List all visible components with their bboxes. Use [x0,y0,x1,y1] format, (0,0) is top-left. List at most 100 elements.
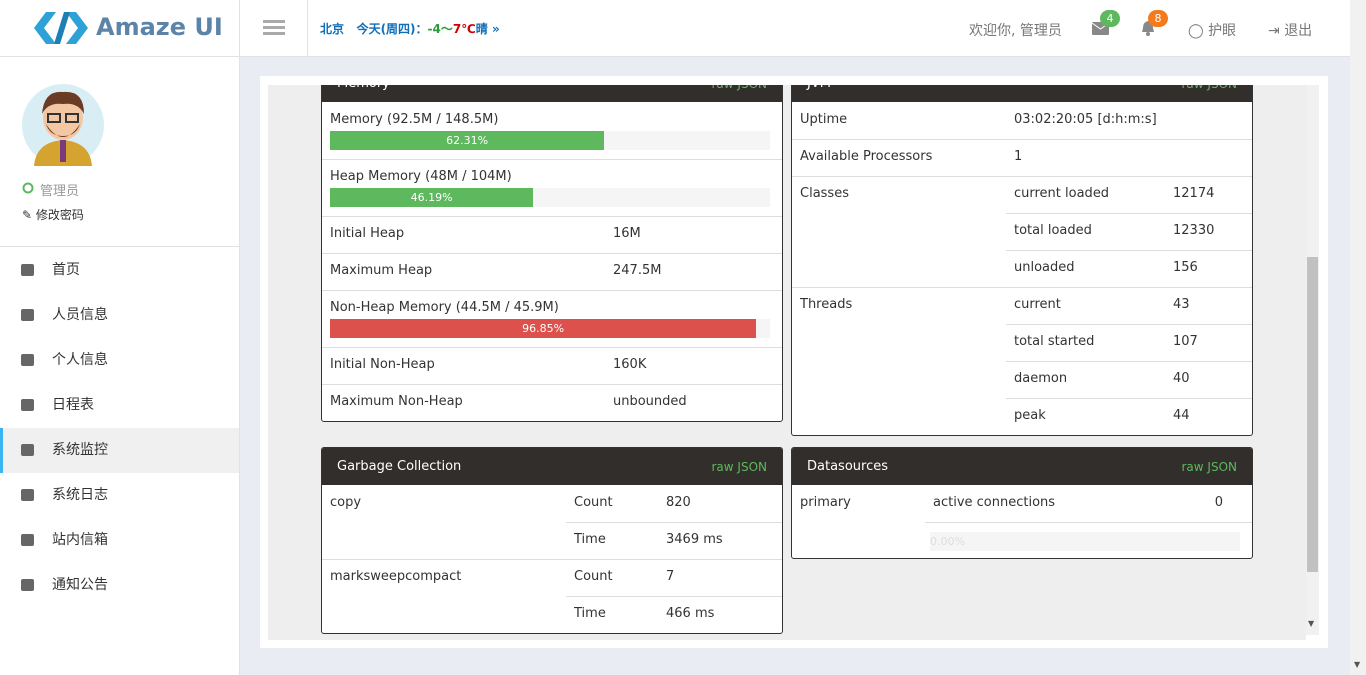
menu-icon[interactable] [21,534,34,546]
frame-scrollbar[interactable]: ▼ [1306,85,1319,635]
row-value: 160K [613,357,647,372]
menu-label[interactable]: 日程表 [52,397,94,413]
item-name: daemon [1014,371,1068,386]
menu-item[interactable]: 系统日志 [0,473,239,518]
raw-json-link[interactable]: raw JSON [711,460,768,474]
row-label: Threads [800,297,853,312]
menu-icon[interactable] [21,579,34,591]
raw-json-link[interactable]: raw JSON [1182,85,1238,91]
change-password[interactable]: ✎ 修改密码 [22,208,84,222]
menu-item[interactable]: 站内信箱 [0,518,239,563]
scroll-thumb[interactable] [1307,257,1318,572]
panel-title: JVM [807,85,831,91]
panel-datasources: Datasources raw JSON primary active connect… [791,447,1253,559]
weather-low: -4 [427,22,441,36]
hamburger-icon[interactable] [263,20,285,36]
scroll-arrow[interactable]: ▼ [1308,619,1315,628]
menu-item[interactable]: 人员信息 [0,293,239,338]
menu-label[interactable]: 系统监控 [52,442,108,458]
item-value: 820 [666,495,691,510]
welcome: 欢迎你, 管理员 [969,23,1062,39]
panel-memory: Memory raw JSON Memory (92.5M / 148.5M) 62.… [321,85,783,422]
row-label: copy [330,495,362,510]
raw-json-link[interactable]: raw JSON [1181,460,1238,474]
item-name: Time [574,606,606,621]
row-label: marksweepcompact [330,569,462,584]
item-name: unloaded [1014,260,1075,275]
item-value: 0 [1214,495,1223,510]
row-label: Initial Non-Heap [330,357,435,372]
mail-badge[interactable]: 4 [1100,10,1120,27]
item-value: 43 [1173,297,1190,312]
raw-json-link[interactable]: raw JSON [712,85,768,91]
row-label: Initial Heap [330,226,405,241]
progress-bar: 62.31% [330,131,605,150]
menu-item[interactable]: 日程表 [0,383,239,428]
eye-care-text[interactable]: 护眼 [1208,23,1237,39]
progress-track: 0.00% [930,532,1240,551]
menu-item[interactable]: 个人信息 [0,338,239,383]
page-scrollbar[interactable]: ▼ [1350,0,1366,675]
status-icon [22,182,34,194]
scroll-arrow[interactable]: ▼ [1354,660,1361,669]
menu-icon[interactable] [21,309,34,321]
menu-label[interactable]: 通知公告 [52,577,108,593]
row-border [322,384,782,385]
row-border [1006,398,1252,399]
menu-item[interactable]: 系统监控 [0,428,239,473]
item-name: current loaded [1014,186,1110,201]
panel-header: Garbage Collection raw JSON [322,448,782,485]
menu-toggle[interactable] [240,0,308,56]
menu-label[interactable]: 人员信息 [52,307,108,323]
row-border [322,159,782,160]
menu-label[interactable]: 站内信箱 [52,532,108,548]
row-border [1006,213,1252,214]
panel-title: Memory [337,85,390,91]
row-border [792,176,1252,177]
item-name: Count [574,569,613,584]
item-name: Count [574,495,613,510]
panel-header: Memory raw JSON [322,85,782,102]
row-value: 247.5M [613,263,662,278]
logo-text[interactable]: Amaze UI [96,13,223,41]
logo-area: Amaze UI [0,0,239,57]
row-border [792,139,1252,140]
eye-care[interactable]: ◯ 护眼 [1188,23,1237,39]
logout-text[interactable]: 退出 [1284,23,1313,39]
item-name: total started [1014,334,1095,349]
panel-header: JVM raw JSON [792,85,1252,102]
row-label: Available Processors [800,149,933,164]
menu-icon[interactable] [21,399,34,411]
weather-condition: 晴 [475,22,488,36]
bell-badge[interactable]: 8 [1148,10,1168,27]
menu-item[interactable]: 首页 [0,248,239,293]
menu-icon[interactable] [21,354,34,366]
row-border [1006,361,1252,362]
row-value: unbounded [613,394,687,409]
menu-icon[interactable] [21,264,34,276]
row-border [322,559,782,560]
menu-icon[interactable] [21,489,34,501]
row-label: Heap Memory (48M / 104M) [330,169,512,184]
row-label: Uptime [800,112,848,127]
change-password-text[interactable]: 修改密码 [35,208,84,222]
progress-track: 62.31% [330,131,770,150]
menu-item[interactable]: 通知公告 [0,563,239,608]
menu-label[interactable]: 个人信息 [52,352,108,368]
menu-icon[interactable] [21,444,34,456]
logout[interactable]: ⇥ 退出 [1268,23,1313,39]
progress-bar: 46.19% [330,188,534,207]
item-value: 12330 [1173,223,1215,238]
topbar: 北京 今天(周四)：-4～7℃晴 » 欢迎你, 管理员 4 8 ◯ 护眼 ⇥ 退… [240,0,1350,57]
item-value: 7 [666,569,675,584]
row-border [925,522,1252,523]
menu-label[interactable]: 系统日志 [52,487,108,503]
menu-label[interactable]: 首页 [52,262,80,278]
row-value: 16M [613,226,641,241]
weather: 北京 今天(周四)：-4～7℃晴 » [320,22,500,36]
item-value: 156 [1173,260,1198,275]
progress-bar: 96.85% [330,319,757,338]
item-value: 3469 ms [666,532,723,547]
item-name: Time [574,532,606,547]
